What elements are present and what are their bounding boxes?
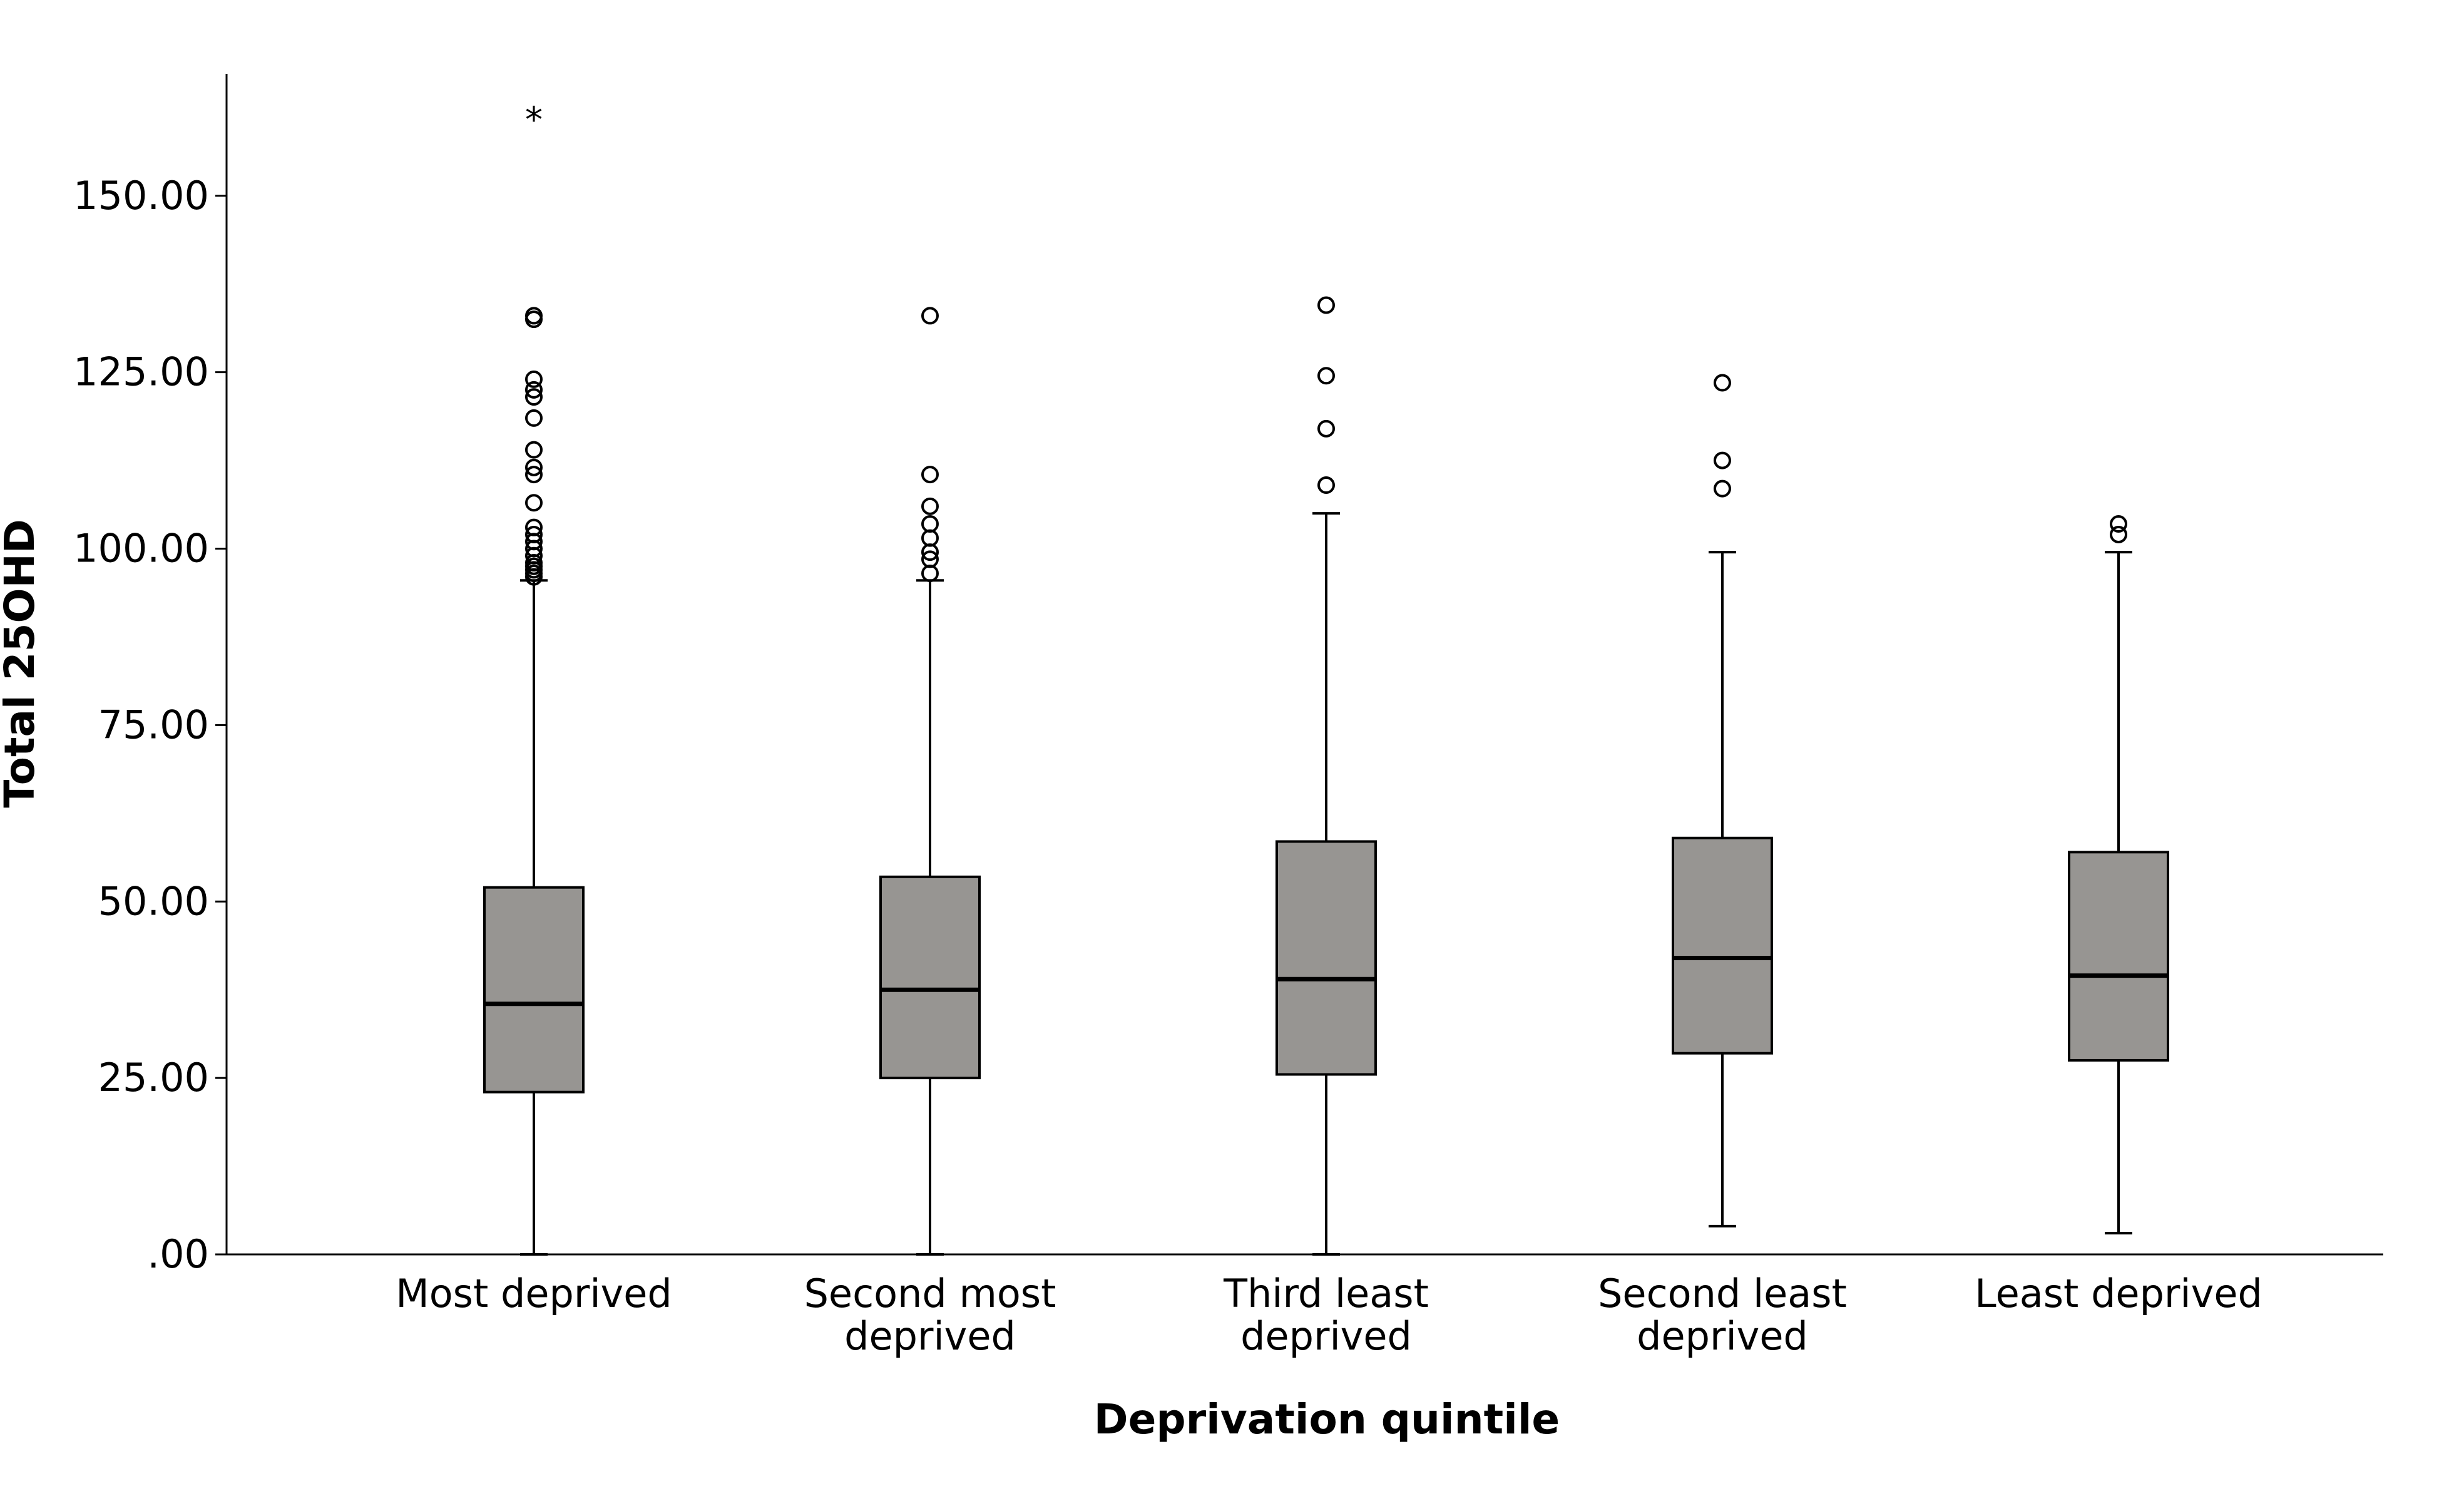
- y-axis-title: Total 25OHD: [0, 519, 44, 807]
- iqr-box: [2068, 851, 2169, 1062]
- outlier-point: [525, 466, 543, 484]
- outlier-point: [1317, 296, 1335, 314]
- outlier-point: [921, 529, 939, 547]
- outlier-point: [921, 515, 939, 533]
- outlier-point: [1317, 419, 1335, 438]
- y-tick-label: 75.00: [98, 702, 210, 747]
- y-tick-label: .00: [147, 1231, 209, 1277]
- y-tick-label: 125.00: [73, 349, 209, 395]
- x-axis-title: Deprivation quintile: [1094, 1395, 1560, 1443]
- outlier-point: [1714, 479, 1731, 498]
- y-tick-label: 100.00: [73, 526, 209, 571]
- outlier-point: [525, 518, 543, 536]
- x-category-label-line: deprived: [1637, 1313, 1808, 1359]
- outlier-point: [525, 441, 543, 459]
- iqr-box: [879, 875, 981, 1080]
- x-category-label: Second most deprived: [804, 1271, 1056, 1359]
- outlier-point: [525, 525, 543, 543]
- y-tick-label: 50.00: [98, 878, 210, 924]
- x-category-label-line: Most deprived: [396, 1271, 672, 1316]
- x-category-label: Second least deprived: [1598, 1271, 1847, 1359]
- box-group: *: [483, 100, 585, 1256]
- box-group: [1672, 374, 1773, 1227]
- extreme-point: *: [525, 100, 543, 141]
- outlier-point: [525, 307, 543, 325]
- outlier-point: [525, 388, 543, 406]
- outlier-point: [525, 409, 543, 427]
- box-group: [1275, 296, 1377, 1256]
- box-group: [2068, 515, 2169, 1235]
- x-category-label: Least deprived: [1975, 1271, 2262, 1316]
- outlier-point: [921, 564, 939, 582]
- box-group: [879, 307, 981, 1256]
- outlier-point: [525, 494, 543, 512]
- outlier-point: [525, 381, 543, 399]
- outlier-point: [921, 550, 939, 568]
- x-category-label-line: Second least: [1598, 1271, 1847, 1316]
- x-category-label-line: Third least: [1223, 1271, 1429, 1316]
- iqr-box: [1275, 840, 1377, 1076]
- y-axis: .00 25.00 50.00 75.00 100.00 125.00 150.00: [73, 74, 228, 1277]
- outlier-point: [1714, 374, 1731, 392]
- outlier-point: [1317, 476, 1335, 494]
- outlier-point: [525, 370, 543, 388]
- outlier-point: [921, 466, 939, 484]
- box-plot-series: *: [483, 100, 2169, 1256]
- x-category-label-line: deprived: [1240, 1313, 1412, 1359]
- x-category-label: Most deprived: [396, 1271, 672, 1316]
- y-tick-label: 25.00: [98, 1055, 210, 1100]
- x-category-label: Third least deprived: [1223, 1271, 1429, 1359]
- outlier-point: [1317, 367, 1335, 385]
- outlier-point: [921, 307, 939, 325]
- x-category-label-line: Second most: [804, 1271, 1056, 1316]
- y-tick-label: 150.00: [73, 173, 209, 218]
- iqr-box: [483, 886, 585, 1094]
- x-category-label-line: Least deprived: [1975, 1271, 2262, 1316]
- outlier-point: [525, 458, 543, 476]
- outlier-point: [2110, 525, 2127, 543]
- outlier-point: [2110, 515, 2127, 533]
- iqr-box: [1672, 836, 1773, 1055]
- x-category-label-line: deprived: [844, 1313, 1016, 1359]
- outlier-point: [1714, 451, 1731, 469]
- outlier-point: [921, 497, 939, 515]
